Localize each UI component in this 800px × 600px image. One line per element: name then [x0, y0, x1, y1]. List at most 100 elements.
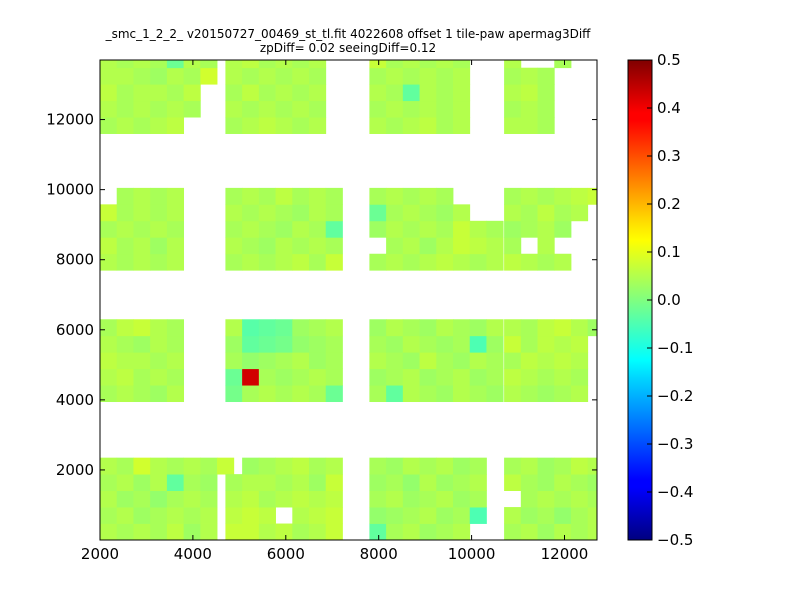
- heatmap-cell: [469, 319, 487, 337]
- heatmap-cell: [453, 253, 471, 271]
- heatmap-cell: [225, 253, 243, 271]
- heatmap-cell: [325, 237, 343, 255]
- heatmap-cell: [166, 523, 185, 540]
- heatmap-cell: [369, 368, 387, 386]
- heatmap-cell: [369, 335, 387, 353]
- heatmap-cell: [587, 187, 597, 205]
- heatmap-cell: [436, 507, 454, 524]
- heatmap-cell: [116, 507, 134, 524]
- heatmap-cell: [453, 84, 471, 102]
- heatmap-cell: [436, 523, 454, 540]
- heatmap-cell: [587, 319, 597, 337]
- heatmap-cell: [369, 67, 387, 85]
- colorbar-tick-label: 0.0: [657, 291, 681, 309]
- heatmap-cell: [166, 368, 185, 386]
- heatmap-cell: [242, 352, 260, 370]
- heatmap-cell: [570, 368, 589, 386]
- heatmap-cell: [453, 474, 471, 491]
- heatmap-cell: [402, 368, 420, 386]
- heatmap-cell: [309, 60, 327, 69]
- heatmap-cell: [386, 84, 404, 102]
- heatmap-cell: [292, 100, 310, 118]
- heatmap-cell: [116, 60, 134, 69]
- heatmap-cell: [604, 458, 621, 475]
- heatmap-cell: [453, 117, 471, 134]
- heatmap-cell: [258, 237, 276, 255]
- heatmap-cell: [504, 60, 522, 69]
- heatmap-cell: [225, 204, 243, 222]
- heatmap-cell: [554, 474, 572, 491]
- heatmap-cell: [225, 490, 243, 508]
- heatmap-cell: [325, 474, 343, 491]
- heatmap-cell: [150, 117, 168, 134]
- heatmap-cell: [419, 220, 437, 238]
- heatmap-cell: [100, 237, 118, 255]
- heatmap-cell: [537, 385, 555, 403]
- heatmap-cell: [225, 352, 243, 370]
- heatmap-cell: [537, 237, 555, 255]
- heatmap-cell: [225, 187, 243, 205]
- heatmap-cell: [258, 474, 276, 491]
- heatmap-cell: [453, 319, 471, 337]
- heatmap-cell: [100, 67, 118, 85]
- heatmap-cell: [166, 385, 185, 403]
- heatmap-cell: [100, 385, 118, 403]
- heatmap-cell: [504, 237, 522, 255]
- heatmap-cell: [419, 204, 437, 222]
- heatmap-cell: [258, 204, 276, 222]
- heatmap-cell: [402, 507, 420, 524]
- heatmap-cell: [133, 220, 151, 238]
- x-tick-label: 2000: [81, 545, 119, 563]
- heatmap-cell: [292, 457, 310, 475]
- heatmap-cell: [275, 335, 293, 353]
- heatmap-cell: [436, 67, 454, 85]
- heatmap-cell: [116, 474, 134, 491]
- heatmap-cell: [150, 523, 168, 540]
- heatmap-cell: [520, 84, 538, 102]
- heatmap-cell: [402, 204, 420, 222]
- heatmap-cell: [453, 507, 471, 524]
- heatmap-cell: [570, 490, 589, 508]
- heatmap-cell: [309, 204, 327, 222]
- title-line-1: _smc_1_2_2_ v20150727_00469_st_tl.fit 40…: [105, 27, 592, 41]
- heatmap-cell: [242, 253, 260, 271]
- heatmap-cell: [369, 385, 387, 403]
- heatmap-cell: [453, 67, 471, 85]
- heatmap-cell: [183, 67, 201, 85]
- heatmap-cell: [258, 187, 276, 205]
- heatmap-cell: [587, 523, 597, 540]
- heatmap-cell: [292, 237, 310, 255]
- heatmap-cell: [242, 67, 260, 85]
- heatmap-cell: [402, 457, 420, 475]
- heatmap-cell: [133, 490, 151, 508]
- colorbar-tick-label: 0.5: [657, 51, 681, 69]
- heatmap-cell: [604, 524, 621, 541]
- heatmap-cell: [116, 220, 134, 238]
- heatmap-cell: [133, 84, 151, 102]
- heatmap-cell: [166, 253, 185, 271]
- heatmap-cell: [309, 457, 327, 475]
- heatmap-cells: [100, 60, 621, 541]
- heatmap-cell: [587, 457, 597, 475]
- heatmap-cell: [116, 385, 134, 403]
- heatmap-cell: [369, 457, 387, 475]
- heatmap-cell: [183, 474, 201, 491]
- heatmap-cell: [325, 457, 343, 475]
- heatmap-cell: [150, 60, 168, 69]
- heatmap-cell: [325, 385, 343, 403]
- heatmap-cell: [275, 490, 293, 508]
- heatmap-cell: [292, 220, 310, 238]
- heatmap-cell: [183, 507, 201, 524]
- heatmap-cell: [537, 204, 555, 222]
- heatmap-cell: [166, 60, 185, 69]
- heatmap-cell: [570, 457, 589, 475]
- heatmap-cell: [225, 474, 243, 491]
- heatmap-cell: [537, 253, 555, 271]
- heatmap-cell: [309, 523, 327, 540]
- heatmap-cell: [386, 523, 404, 540]
- heatmap-cell: [386, 117, 404, 134]
- heatmap-cell: [225, 220, 243, 238]
- heatmap-cell: [100, 220, 118, 238]
- heatmap-cell: [369, 490, 387, 508]
- heatmap-cell: [386, 100, 404, 118]
